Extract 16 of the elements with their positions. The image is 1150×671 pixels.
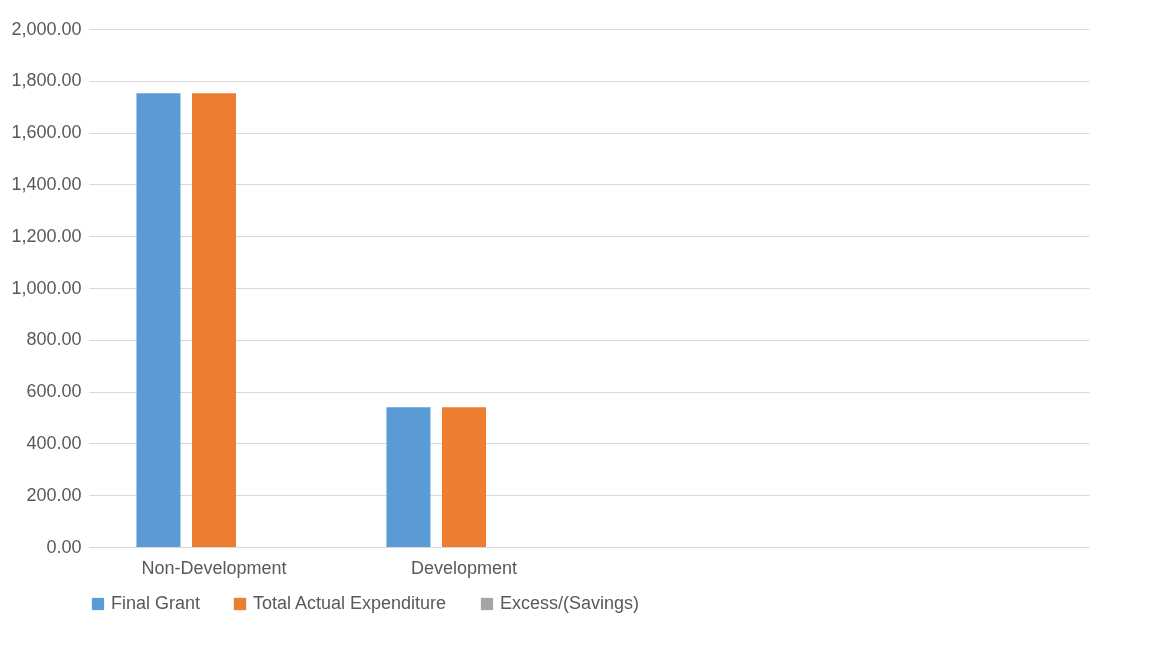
y-tick-label: 1,800.00 (11, 70, 82, 91)
x-tick-label: Development (410, 557, 518, 578)
y-tick-label: 400.00 (26, 432, 82, 453)
y-tick-label: 800.00 (26, 329, 82, 350)
y-tick-label: 1,000.00 (11, 277, 82, 298)
y-tick-label: 1,400.00 (11, 173, 82, 194)
y-tick-label: 1,200.00 (11, 225, 82, 246)
y-tick-label: 600.00 (26, 381, 82, 402)
legend-label: Final Grant (111, 593, 201, 613)
y-tick-label: 0.00 (46, 536, 82, 557)
x-tick-label: Non-Development (141, 557, 287, 578)
y-tick-label: 200.00 (26, 484, 82, 505)
y-tick-label: 2,000.00 (11, 18, 82, 39)
legend-label: Excess/(Savings) (500, 593, 640, 613)
legend-label: Total Actual Expenditure (253, 593, 447, 613)
y-tick-label: 1,600.00 (11, 122, 82, 143)
